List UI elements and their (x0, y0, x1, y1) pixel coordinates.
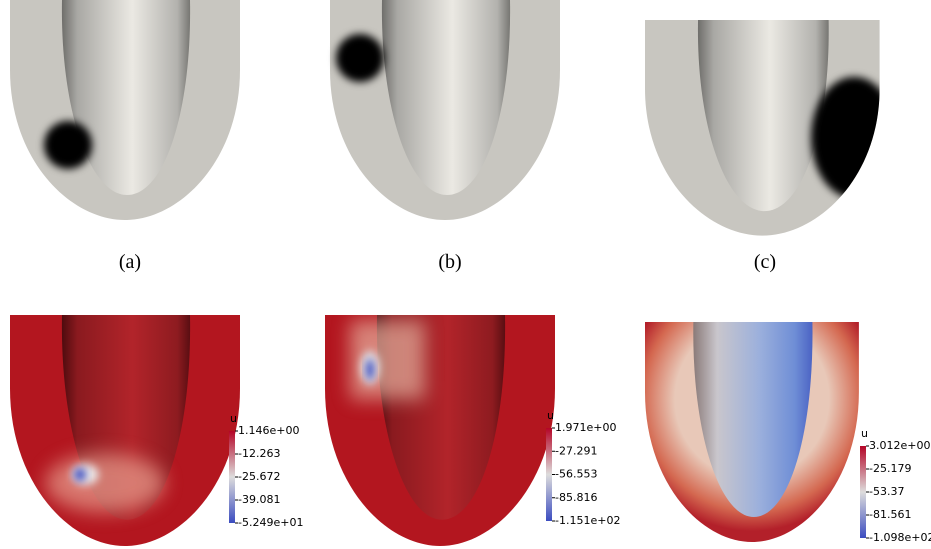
panel-b-geometry (330, 0, 560, 220)
colorbar-tick-label: -85.816 (555, 491, 597, 504)
colorbar (860, 446, 866, 538)
figure: (a) (b) (c) u1.146e+00-12.263-25.672-39.… (0, 0, 931, 549)
colorbar (546, 428, 552, 521)
colorbar-tick-label: -56.553 (555, 468, 597, 481)
panel-label: (b) (438, 251, 461, 273)
colorbar-tick-label: -25.672 (238, 470, 280, 483)
colorbar-tick-label: 1.971e+00 (555, 421, 616, 434)
colorbar-tick-label: -25.179 (869, 462, 911, 475)
colorbar-title: u (230, 412, 237, 425)
colorbar-tick-label: -27.291 (555, 444, 597, 457)
panel-c-geometry (645, 20, 897, 236)
colorbar-tick-label: -1.151e+02 (555, 514, 620, 527)
colorbar-tick-label: -39.081 (238, 493, 280, 506)
colorbar-tick-label: -1.098e+02 (869, 531, 931, 544)
colorbar-tick-label: 1.146e+00 (238, 424, 299, 437)
panel-a-field (10, 315, 240, 546)
colorbar-tick-label: -5.249e+01 (238, 516, 303, 529)
panel-a-geometry (10, 0, 240, 220)
panel-label: (c) (754, 251, 776, 273)
panel-label: (a) (119, 251, 141, 273)
panel-b-field (325, 315, 555, 546)
colorbar-tick-label: -81.561 (869, 508, 911, 521)
colorbar-tick-label: 3.012e+00 (869, 439, 930, 452)
colorbar-title: u (861, 427, 868, 440)
colorbar-tick-label: -53.37 (869, 485, 904, 498)
colorbar (229, 431, 235, 523)
colorbar-title: u (547, 409, 554, 422)
colorbar-tick-label: -12.263 (238, 447, 280, 460)
panel-c-field (645, 322, 859, 542)
